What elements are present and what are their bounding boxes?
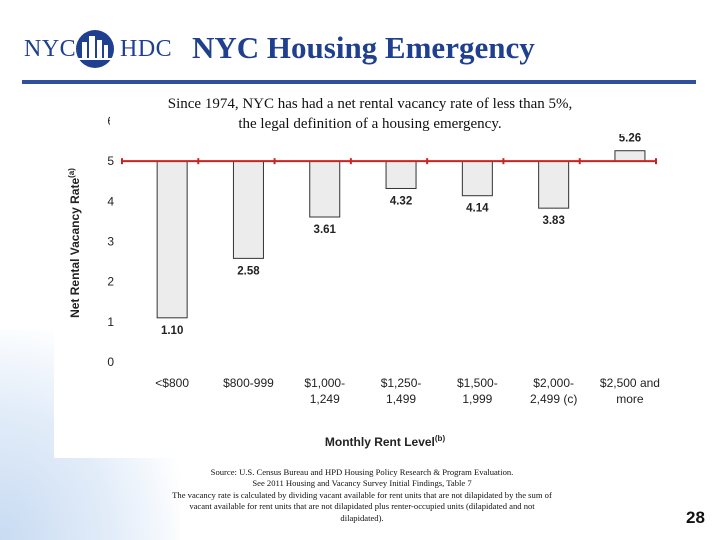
x-tick-label: $1,000- [304,376,345,390]
x-tick-label: 2,499 (c) [530,392,577,406]
bar [156,160,188,319]
x-tick-label: $1,500- [457,376,498,390]
nychdc-logo: NYC HDC [24,28,172,70]
data-label: 2.58 [237,265,260,277]
page-number: 28 [686,508,705,527]
bar [614,150,646,162]
slide-title: NYC Housing Emergency [192,30,535,65]
title-divider [22,80,696,84]
chart-title-line-2: the legal definition of a housing emerge… [238,116,502,132]
x-tick-label: 1,999 [462,392,492,406]
data-label: 5.26 [619,133,641,145]
bar [538,160,570,209]
skyline-emblem [76,30,114,68]
source-line-3: The vacancy rate is calculated by dividi… [172,489,552,500]
x-tick-label: $2,500 and [600,376,660,390]
data-label: 3.61 [314,224,337,236]
x-tick-label: $800-999 [223,376,274,390]
x-tick-label: 1,499 [386,392,416,406]
logo-text-left: NYC [24,36,77,62]
bar [461,160,493,197]
y-tick-label: 4 [107,194,114,208]
y-axis-label-superscript: (a) [67,168,76,178]
logo-text-right: HDC [120,36,173,62]
bar [309,160,341,218]
data-label: 3.83 [542,215,564,227]
x-tick-label: more [616,392,644,406]
x-axis-label-superscript: (b) [435,434,446,443]
source-line-1: Source: U.S. Census Bureau and HPD Housi… [210,467,514,477]
data-label: 4.32 [390,195,412,207]
y-tick-label: 1 [107,315,114,329]
y-tick-label: 2 [107,275,114,289]
source-line-4: vacant available for rent units that are… [189,501,535,512]
chart-title: Since 1974, NYC has had a net rental vac… [110,94,630,134]
source-note: Source: U.S. Census Bureau and HPD Housi… [122,467,602,524]
data-label: 4.14 [466,203,489,215]
bar [232,160,264,259]
x-tick-label: $2,000- [533,376,574,390]
x-tick-label: 1,249 [310,392,340,406]
y-axis-label: Net Rental Vacancy Rate(a) [67,168,82,318]
bar [385,160,417,189]
source-line-5: dilapidated). [340,512,384,523]
chart-title-line-1: Since 1974, NYC has had a net rental vac… [167,96,573,112]
x-tick-label: $1,250- [381,376,422,390]
x-tick-label: <$800 [155,376,189,390]
y-tick-label: 3 [107,235,114,249]
y-tick-label: 5 [107,154,114,168]
data-label: 1.10 [161,325,183,337]
x-axis-label: Monthly Rent Level(b) [325,434,446,449]
source-line-2: See 2011 Housing and Vacancy Survey Init… [252,478,472,489]
y-tick-label: 0 [107,355,114,369]
